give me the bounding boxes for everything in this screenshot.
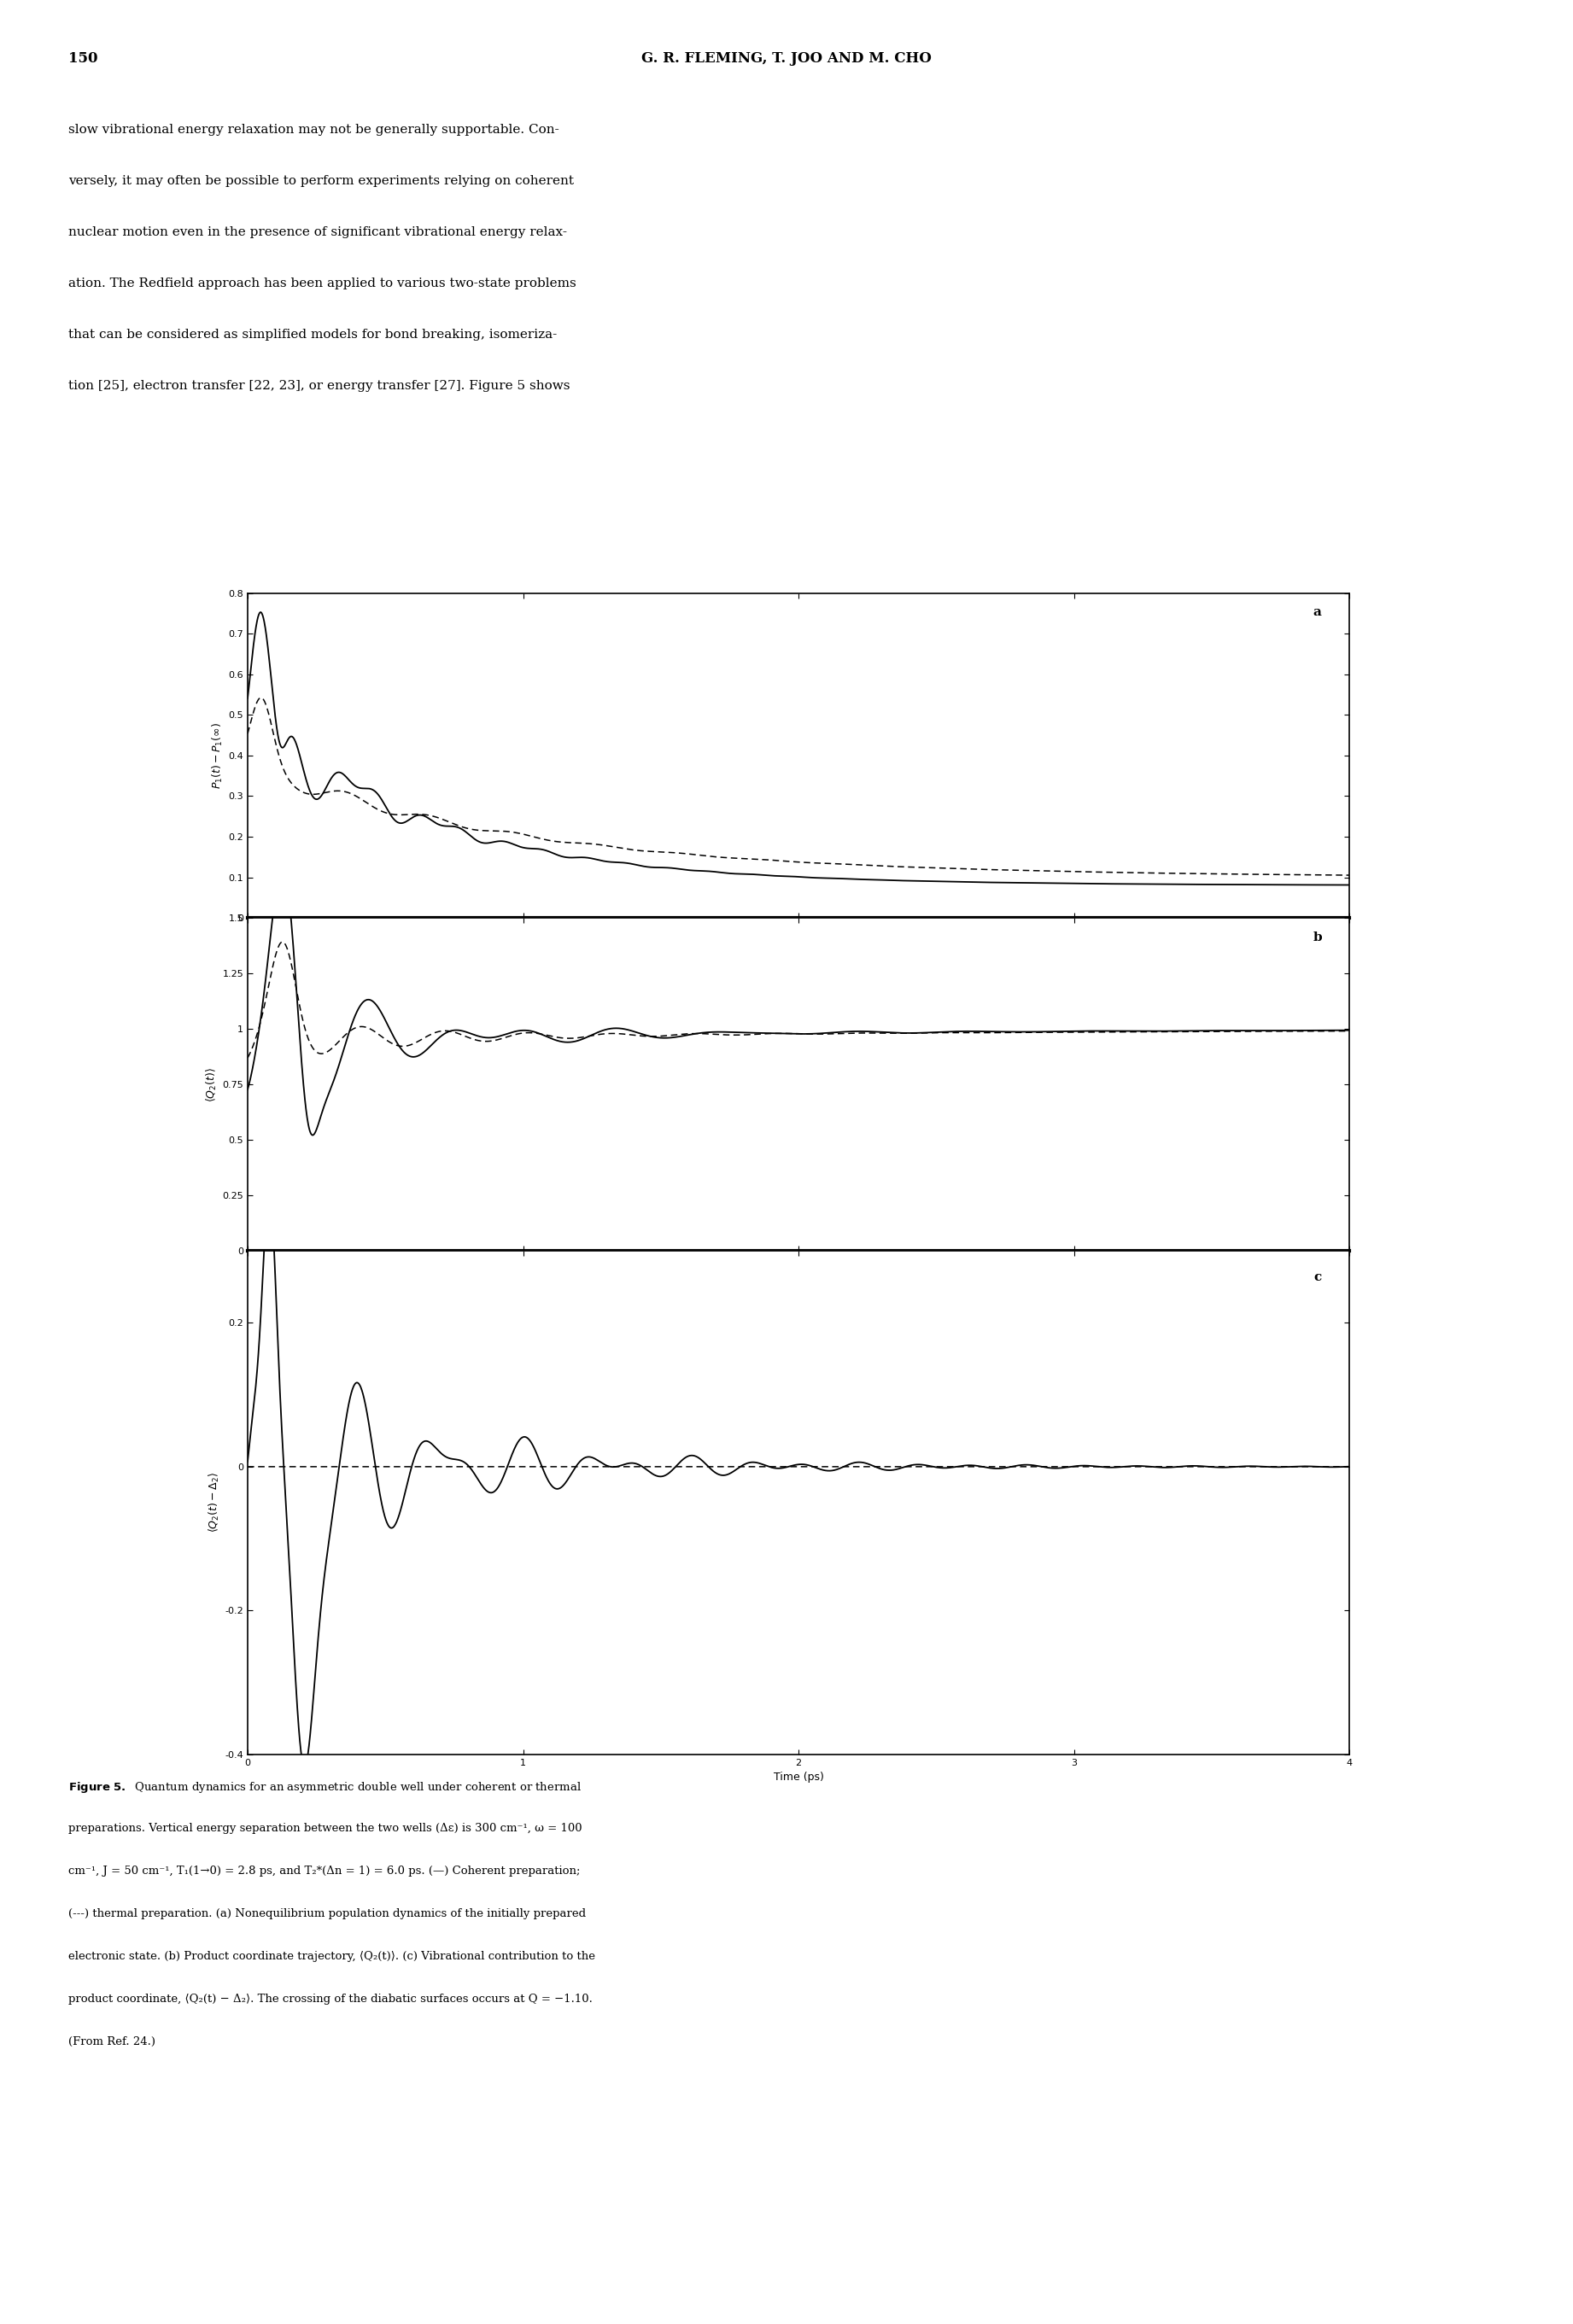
Text: a: a <box>1313 607 1321 618</box>
Text: electronic state. (b) Product coordinate trajectory, ⟨Q₂(t)⟩. (c) Vibrational co: electronic state. (b) Product coordinate… <box>68 1950 595 1961</box>
Text: nuclear motion even in the presence of significant vibrational energy relax-: nuclear motion even in the presence of s… <box>68 225 566 237</box>
Text: 150: 150 <box>68 51 98 65</box>
Text: tion [25], electron transfer [22, 23], or energy transfer [27]. Figure 5 shows: tion [25], electron transfer [22, 23], o… <box>68 379 569 393</box>
Text: product coordinate, ⟨Q₂(t) − Δ₂⟩. The crossing of the diabatic surfaces occurs a: product coordinate, ⟨Q₂(t) − Δ₂⟩. The cr… <box>68 1994 593 2006</box>
Text: slow vibrational energy relaxation may not be generally supportable. Con-: slow vibrational energy relaxation may n… <box>68 123 558 135</box>
Text: $\mathbf{Figure\ 5.}$  Quantum dynamics for an asymmetric double well under cohe: $\mathbf{Figure\ 5.}$ Quantum dynamics f… <box>68 1780 582 1794</box>
Text: versely, it may often be possible to perform experiments relying on coherent: versely, it may often be possible to per… <box>68 174 574 186</box>
Y-axis label: $\langle Q_2(t) - \Delta_2\rangle$: $\langle Q_2(t) - \Delta_2\rangle$ <box>208 1473 222 1534</box>
Text: c: c <box>1313 1271 1321 1283</box>
Text: b: b <box>1312 932 1321 944</box>
Text: ation. The Redfield approach has been applied to various two-state problems: ation. The Redfield approach has been ap… <box>68 277 576 290</box>
Text: cm⁻¹, J = 50 cm⁻¹, T₁(1→0) = 2.8 ps, and T₂*(Δn = 1) = 6.0 ps. (—) Coherent prep: cm⁻¹, J = 50 cm⁻¹, T₁(1→0) = 2.8 ps, and… <box>68 1866 580 1875</box>
Text: (From Ref. 24.): (From Ref. 24.) <box>68 2036 156 2047</box>
Text: G. R. FLEMING, T. JOO AND M. CHO: G. R. FLEMING, T. JOO AND M. CHO <box>642 51 931 65</box>
Y-axis label: $\langle Q_2(t)\rangle$: $\langle Q_2(t)\rangle$ <box>204 1067 219 1102</box>
Y-axis label: $P_1(t) - P_1(\infty)$: $P_1(t) - P_1(\infty)$ <box>211 723 225 788</box>
Text: (---) thermal preparation. (a) Nonequilibrium population dynamics of the initial: (---) thermal preparation. (a) Nonequili… <box>68 1908 585 1920</box>
Text: that can be considered as simplified models for bond breaking, isomeriza-: that can be considered as simplified mod… <box>68 328 557 342</box>
Text: preparations. Vertical energy separation between the two wells (Δε) is 300 cm⁻¹,: preparations. Vertical energy separation… <box>68 1822 582 1834</box>
X-axis label: Time (ps): Time (ps) <box>774 1771 824 1783</box>
